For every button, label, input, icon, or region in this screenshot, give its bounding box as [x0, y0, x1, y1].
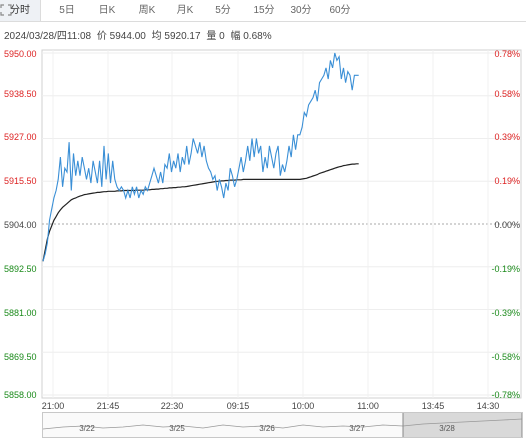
quote-price: 价 5944.00 [96, 31, 146, 42]
avg-price-line [42, 163, 359, 262]
y-right-tick: 0.39% [494, 132, 520, 142]
period-tab-bar: 分时 5日 日K 周K 月K 5分 15分 30分 60分 [0, 0, 526, 22]
quote-volume: 量 0 [206, 31, 225, 42]
y-left-tick: 5892.50 [4, 264, 37, 274]
x-tick: 21:45 [96, 401, 120, 411]
x-tick: 22:30 [160, 401, 184, 411]
y-right-tick: 0.19% [494, 176, 520, 186]
quote-change: 幅 0.68% [230, 31, 272, 42]
tab-weekly-k[interactable]: 周K [138, 5, 156, 16]
y-right-tick: 0.78% [494, 49, 520, 59]
price-line [42, 52, 359, 262]
quote-avg-price: 均 5920.17 [151, 31, 201, 42]
expand-icon[interactable] [0, 4, 12, 16]
tab-5min[interactable]: 5分 [215, 5, 231, 16]
y-right-tick: -0.78% [491, 390, 520, 400]
x-tick: 09:15 [226, 401, 250, 411]
tab-5day[interactable]: 5日 [59, 5, 75, 16]
y-left-tick: 5881.00 [4, 308, 37, 318]
quote-info-line: 2024/03/28/四11:08 价 5944.00 均 5920.17 量 … [4, 27, 275, 42]
navigator-date-label: 3/26 [259, 424, 275, 433]
y-right-tick: 0.00% [494, 220, 520, 230]
x-tick: 11:00 [357, 401, 379, 411]
tab-60min[interactable]: 60分 [329, 5, 351, 16]
y-left-tick: 5950.00 [4, 49, 37, 59]
y-right-tick: 0.58% [494, 89, 520, 99]
navigator-date-label: 3/22 [79, 424, 95, 433]
navigator-date-label: 3/25 [169, 424, 185, 433]
navigator-date-label: 3/27 [349, 424, 365, 433]
y-left-tick: 5869.50 [4, 352, 37, 362]
navigator-date-label: 3/28 [439, 424, 455, 433]
tab-30min[interactable]: 30分 [290, 5, 312, 16]
y-left-tick: 5915.50 [4, 176, 37, 186]
tab-daily-k[interactable]: 日K [98, 5, 116, 16]
chart-frame [41, 49, 522, 399]
quote-datetime: 2024/03/28/四11:08 [4, 31, 92, 42]
y-left-tick: 5927.00 [4, 132, 37, 142]
navigator-sparkline [43, 413, 522, 437]
y-right-tick: -0.39% [491, 308, 520, 318]
x-tick: 14:30 [476, 401, 500, 411]
y-left-tick: 5938.50 [4, 89, 37, 99]
y-left-tick: 5904.00 [4, 220, 37, 230]
y-left-tick: 5858.00 [4, 390, 37, 400]
tab-monthly-k[interactable]: 月K [176, 5, 194, 16]
x-tick: 10:00 [291, 401, 315, 411]
tab-15min[interactable]: 15分 [253, 5, 275, 16]
y-right-tick: -0.58% [491, 352, 520, 362]
x-tick: 21:00 [41, 401, 65, 411]
y-right-tick: -0.19% [491, 264, 520, 274]
x-tick: 13:45 [421, 401, 445, 411]
time-range-navigator[interactable] [42, 412, 523, 438]
